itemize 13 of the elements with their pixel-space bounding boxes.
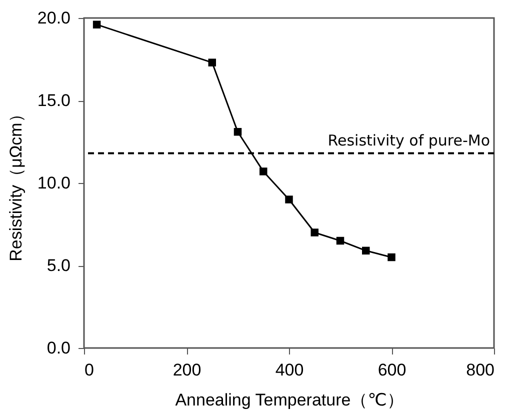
x-axis-title: Annealing Temperature（℃） [175, 390, 404, 410]
y-tick-label: 5.0 [46, 256, 70, 275]
x-tick-label: 0 [84, 360, 94, 380]
x-tick-label: 800 [466, 360, 494, 380]
y-tick-label: 20.0 [37, 8, 70, 28]
y-axis-title: Resistivity（μΩcm） [6, 106, 26, 262]
y-tick-label: 10.0 [37, 174, 70, 192]
x-tick-label: 400 [275, 360, 304, 380]
y-tick-label: 15.0 [37, 91, 70, 110]
x-tick-label: 200 [172, 360, 202, 380]
x-tick-label: 600 [378, 360, 406, 380]
ref-line-label: Resistivity of pure-Mo [328, 131, 490, 150]
y-tick-label: 0.0 [46, 338, 70, 358]
